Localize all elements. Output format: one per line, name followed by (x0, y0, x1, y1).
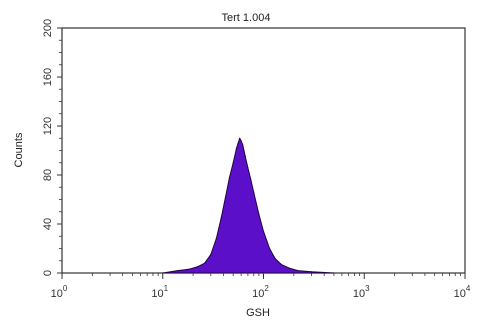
y-tick-label: 200 (42, 19, 54, 37)
chart-title: Tert 1.004 (222, 12, 271, 24)
y-tick-label: 0 (42, 270, 54, 276)
histogram-point (176, 270, 179, 272)
x-tick-label: 103 (353, 284, 370, 300)
histogram-area-0 (162, 137, 335, 274)
histogram-point (204, 262, 206, 264)
y-tick-label: 160 (42, 68, 54, 86)
histogram-point (269, 247, 271, 250)
histogram-point (240, 140, 242, 142)
y-axis: 0 40 80 120 160 200 (42, 19, 62, 276)
x-tick-exponent: 2 (264, 284, 269, 293)
x-tick-exponent: 1 (164, 284, 169, 293)
x-tick-label: 102 (252, 284, 269, 300)
x-tick-label: 100 (51, 284, 68, 300)
x-tick-label: 104 (454, 284, 471, 300)
x-axis: 100 101 102 103 104 (51, 273, 471, 300)
y-axis-label: Counts (13, 132, 25, 167)
histogram-point (288, 267, 290, 269)
x-tick-label: 101 (151, 284, 168, 300)
histogram-point (274, 257, 276, 259)
histogram-point (237, 142, 239, 144)
histogram-point (247, 167, 249, 169)
histogram-point (244, 156, 246, 158)
x-tick-base: 10 (252, 288, 264, 300)
histogram-point (250, 179, 252, 181)
histogram-point (262, 230, 265, 232)
histogram-point (232, 162, 234, 164)
x-tick-exponent: 4 (466, 284, 471, 293)
histogram-point (224, 196, 227, 198)
histogram-point (220, 217, 222, 219)
x-tick-base: 10 (454, 288, 466, 300)
x-tick-base: 10 (51, 288, 63, 300)
histogram-point (297, 270, 299, 272)
histogram-point (242, 143, 244, 145)
x-axis-label: GSH (246, 307, 270, 319)
x-tick-exponent: 3 (365, 284, 370, 293)
histogram-point (215, 238, 217, 240)
histogram-point (253, 191, 255, 193)
histogram-point (243, 149, 245, 152)
y-tick-label: 120 (42, 117, 54, 135)
x-tick-base: 10 (353, 288, 365, 300)
histogram-point (228, 176, 231, 178)
series-layer (162, 137, 335, 274)
histogram-point (235, 147, 238, 149)
x-tick-exponent: 0 (63, 284, 68, 293)
y-tick-label: 40 (42, 218, 54, 230)
histogram-point (210, 254, 212, 256)
histogram-point (187, 268, 190, 270)
histogram-point (311, 271, 313, 273)
x-tick-base: 10 (151, 288, 163, 300)
histogram-point (239, 137, 241, 139)
histogram-point (258, 213, 260, 215)
histogram-point (196, 266, 198, 268)
y-tick-label: 80 (42, 169, 54, 181)
histogram-point (280, 263, 282, 265)
